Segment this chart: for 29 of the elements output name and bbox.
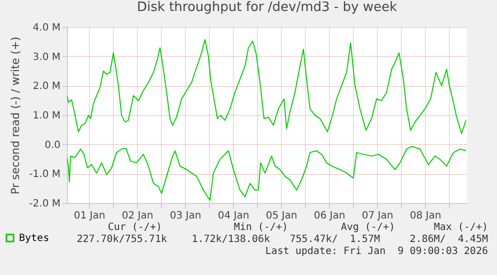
text: 755.47k/ 1.57M xyxy=(290,234,380,245)
x-tick-label: 05 Jan xyxy=(266,210,298,222)
x-tick-label: 03 Jan xyxy=(170,210,202,222)
y-axis-title: Pr second read (-) / write (+) xyxy=(9,36,22,194)
line-series xyxy=(67,39,466,134)
text: 2.86M/ 4.45M xyxy=(410,234,488,245)
text: Max (-/+) xyxy=(434,222,488,233)
text: Min (-/+) xyxy=(234,222,288,233)
x-tick-label: 06 Jan xyxy=(314,210,346,222)
y-tick-label: 4.0 M xyxy=(32,22,60,34)
y-tick-label: 3.0 M xyxy=(32,52,60,63)
x-tick-label: 07 Jan xyxy=(362,210,394,222)
text: Last update: Fri Jan 9 09:00:03 2026 xyxy=(265,246,488,257)
line-series xyxy=(67,146,466,201)
chart-title: Disk throughput for /dev/md3 - by week xyxy=(137,0,398,15)
legend-label: Bytes xyxy=(19,233,50,244)
text: Cur (-/+) xyxy=(108,222,162,233)
x-tick-label: 08 Jan xyxy=(410,210,442,222)
x-tick-label: 02 Jan xyxy=(122,210,154,222)
text: 1.72k/138.06k xyxy=(192,234,270,245)
y-tick-label: 2.0 M xyxy=(32,81,60,92)
text: Avg (-/+) xyxy=(340,222,395,233)
x-tick-label: 04 Jan xyxy=(218,210,250,222)
y-tick-label: -1.0 M xyxy=(29,169,60,180)
x-tick-label: 01 Jan xyxy=(74,210,106,222)
y-tick-label: -2.0 M xyxy=(29,198,60,210)
y-tick-label: 1.0 M xyxy=(32,110,60,122)
y-tick-label: 0.0 xyxy=(44,140,60,151)
text: 227.70k/755.71k xyxy=(76,234,167,245)
